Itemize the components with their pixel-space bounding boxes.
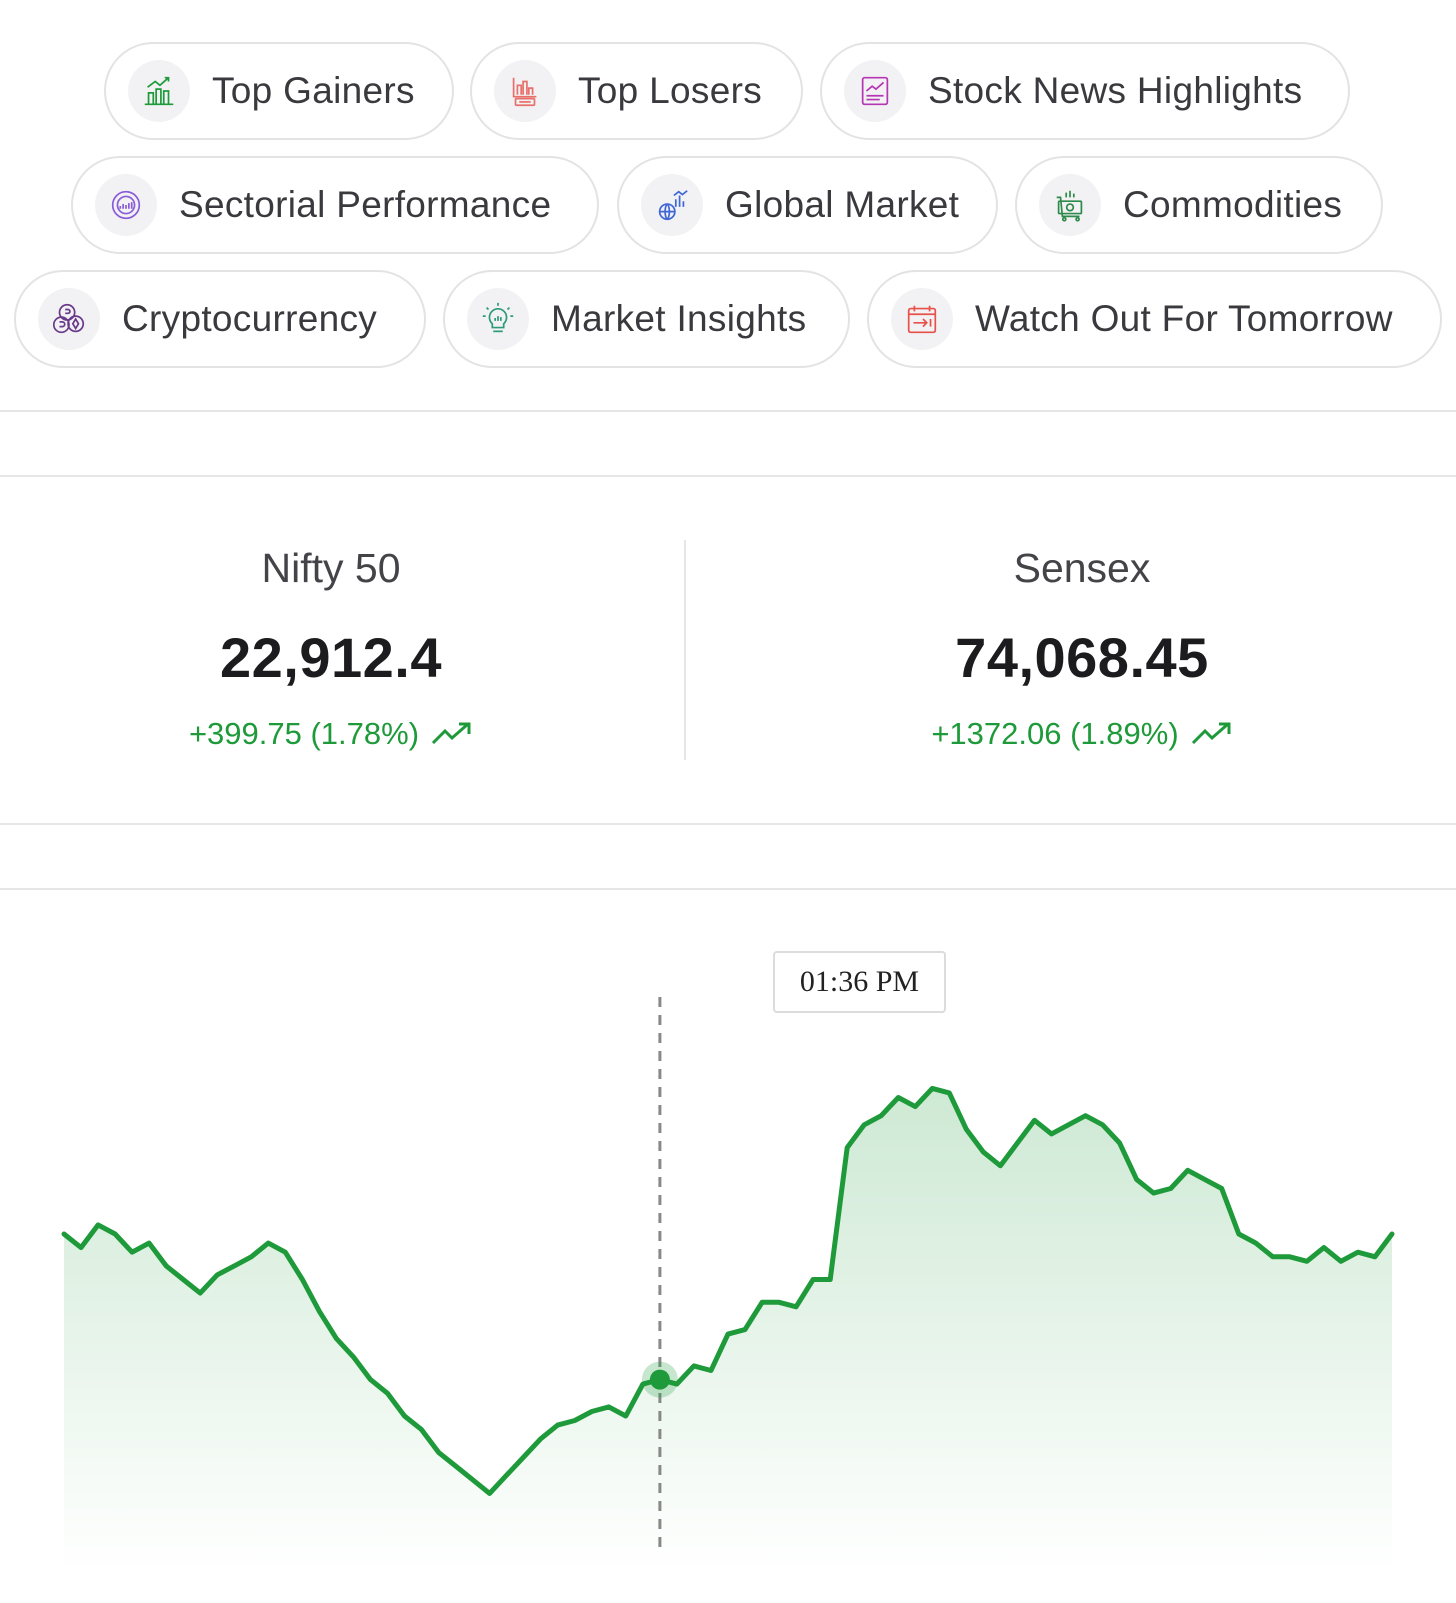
index-change-text: +399.75 (1.78%) (188, 716, 420, 751)
chip-top-gainers[interactable]: Top Gainers (104, 42, 454, 140)
news-chart-icon (844, 60, 906, 122)
index-separator (684, 540, 686, 760)
chip-row-1: Top Gainers Top Losers Stock News Highli… (0, 42, 1456, 140)
chip-row-2: Sectorial Performance Global Market Comm… (0, 156, 1456, 254)
divider (0, 410, 1456, 412)
index-change: +399.75 (1.78%) (0, 714, 662, 754)
chart-highlight-point[interactable] (649, 1369, 670, 1390)
chart-area-fill (64, 1088, 1392, 1572)
chip-label: Top Gainers (212, 70, 415, 111)
globe-chart-icon (641, 174, 703, 236)
bar-chart-up-icon (128, 60, 190, 122)
index-change: +1372.06 (1.89%) (708, 714, 1456, 754)
chart-tooltip: 01:36 PM (773, 951, 946, 1013)
chip-label: Commodities (1123, 184, 1343, 225)
index-change-text: +1372.06 (1.89%) (931, 716, 1179, 751)
chip-commodities[interactable]: Commodities (1015, 156, 1383, 254)
money-cart-icon (1039, 174, 1101, 236)
chip-label: Market Insights (551, 298, 807, 339)
calendar-arrow-icon (891, 288, 953, 350)
index-value: 22,912.4 (220, 626, 442, 689)
chart-series-line (61, 1085, 1395, 1496)
sensex-panel[interactable]: Sensex 74,068.45 +1372.06 (1.89%) (708, 540, 1456, 760)
chip-sectorial-performance[interactable]: Sectorial Performance (71, 156, 599, 254)
lightbulb-chart-icon (467, 288, 529, 350)
chip-market-insights[interactable]: Market Insights (443, 270, 850, 368)
chip-stock-news-highlights[interactable]: Stock News Highlights (820, 42, 1350, 140)
divider (0, 888, 1456, 890)
divider (0, 823, 1456, 825)
chip-label: Sectorial Performance (179, 184, 552, 225)
chip-cryptocurrency[interactable]: Cryptocurrency (14, 270, 426, 368)
crypto-coins-icon (38, 288, 100, 350)
chip-label: Global Market (725, 184, 960, 225)
nifty-50-panel[interactable]: Nifty 50 22,912.4 +399.75 (1.78%) (0, 540, 662, 760)
trend-up-icon (431, 722, 471, 745)
chip-watch-out-for-tomorrow[interactable]: Watch Out For Tomorrow (867, 270, 1442, 368)
trend-up-icon (1191, 722, 1231, 745)
index-name: Nifty 50 (261, 545, 401, 591)
chip-row-3: Cryptocurrency Market Insights Watch Out… (0, 270, 1456, 368)
loss-chart-icon (494, 60, 556, 122)
tooltip-time: 01:36 PM (799, 965, 920, 998)
chip-label: Top Losers (578, 70, 762, 111)
index-value: 74,068.45 (955, 626, 1209, 689)
index-name: Sensex (1013, 545, 1151, 591)
intraday-chart[interactable] (0, 892, 1456, 1603)
chip-label: Stock News Highlights (928, 70, 1303, 111)
chip-global-market[interactable]: Global Market (617, 156, 998, 254)
chip-top-losers[interactable]: Top Losers (470, 42, 803, 140)
chip-label: Cryptocurrency (122, 298, 378, 339)
chip-label: Watch Out For Tomorrow (975, 298, 1393, 339)
sector-chart-icon (95, 174, 157, 236)
divider (0, 475, 1456, 477)
